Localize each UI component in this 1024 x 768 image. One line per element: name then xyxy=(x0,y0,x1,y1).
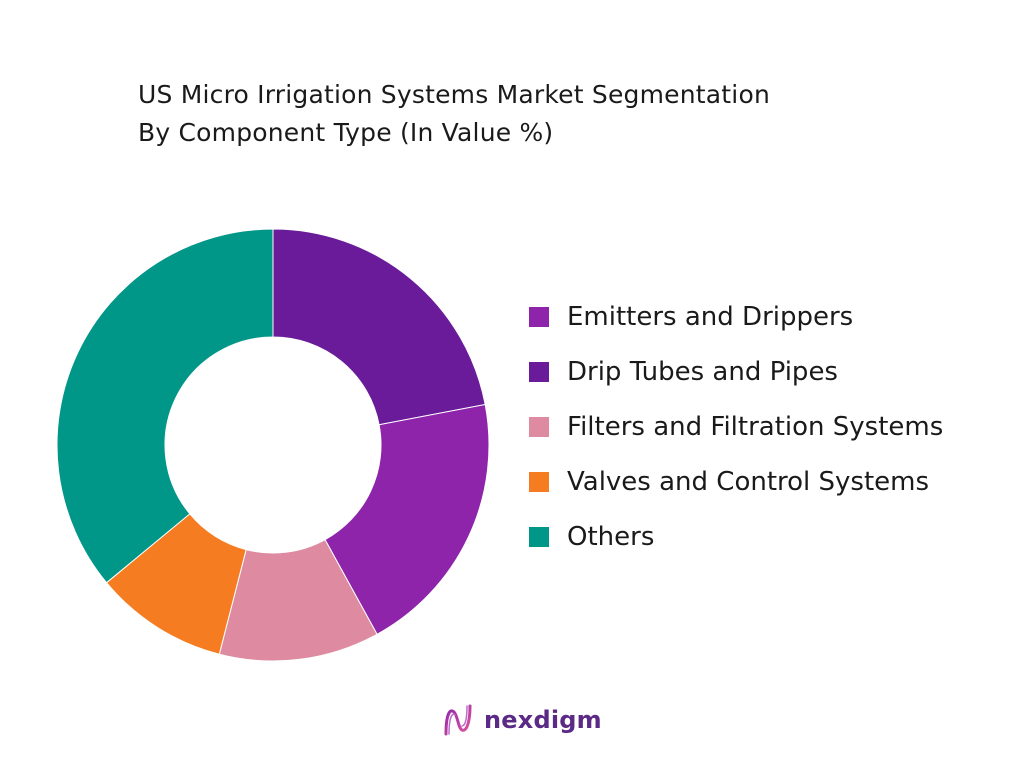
chart-title-line1: US Micro Irrigation Systems Market Segme… xyxy=(138,80,770,109)
legend-label: Filters and Filtration Systems xyxy=(567,411,944,442)
donut-chart xyxy=(56,228,490,662)
legend-swatch xyxy=(529,526,549,547)
legend-item: Drip Tubes and Pipes xyxy=(529,344,943,399)
legend-item: Valves and Control Systems xyxy=(529,454,943,509)
legend-item: Emitters and Drippers xyxy=(529,289,943,344)
chart-legend: Emitters and Drippers Drip Tubes and Pip… xyxy=(529,289,943,564)
nexdigm-logo-icon xyxy=(444,704,472,736)
legend-item: Others xyxy=(529,509,943,564)
slice-others xyxy=(56,228,274,584)
legend-label: Emitters and Drippers xyxy=(567,301,854,332)
legend-item: Filters and Filtration Systems xyxy=(529,399,943,454)
legend-label: Valves and Control Systems xyxy=(567,466,930,497)
legend-label: Drip Tubes and Pipes xyxy=(567,356,838,387)
slice-drip-tubes-and-pipes xyxy=(272,228,486,426)
chart-subtitle: By Component Type (In Value %) xyxy=(138,118,554,147)
chart-title: US Micro Irrigation Systems Market Segme… xyxy=(138,76,898,152)
legend-swatch xyxy=(529,306,549,327)
legend-swatch xyxy=(529,361,549,382)
brand-logo: nexdigm xyxy=(440,702,602,738)
slice-emitters-and-drippers xyxy=(324,403,490,635)
brand-name: nexdigm xyxy=(484,706,602,734)
legend-label: Others xyxy=(567,521,655,552)
legend-swatch xyxy=(529,416,549,437)
legend-swatch xyxy=(529,471,549,492)
